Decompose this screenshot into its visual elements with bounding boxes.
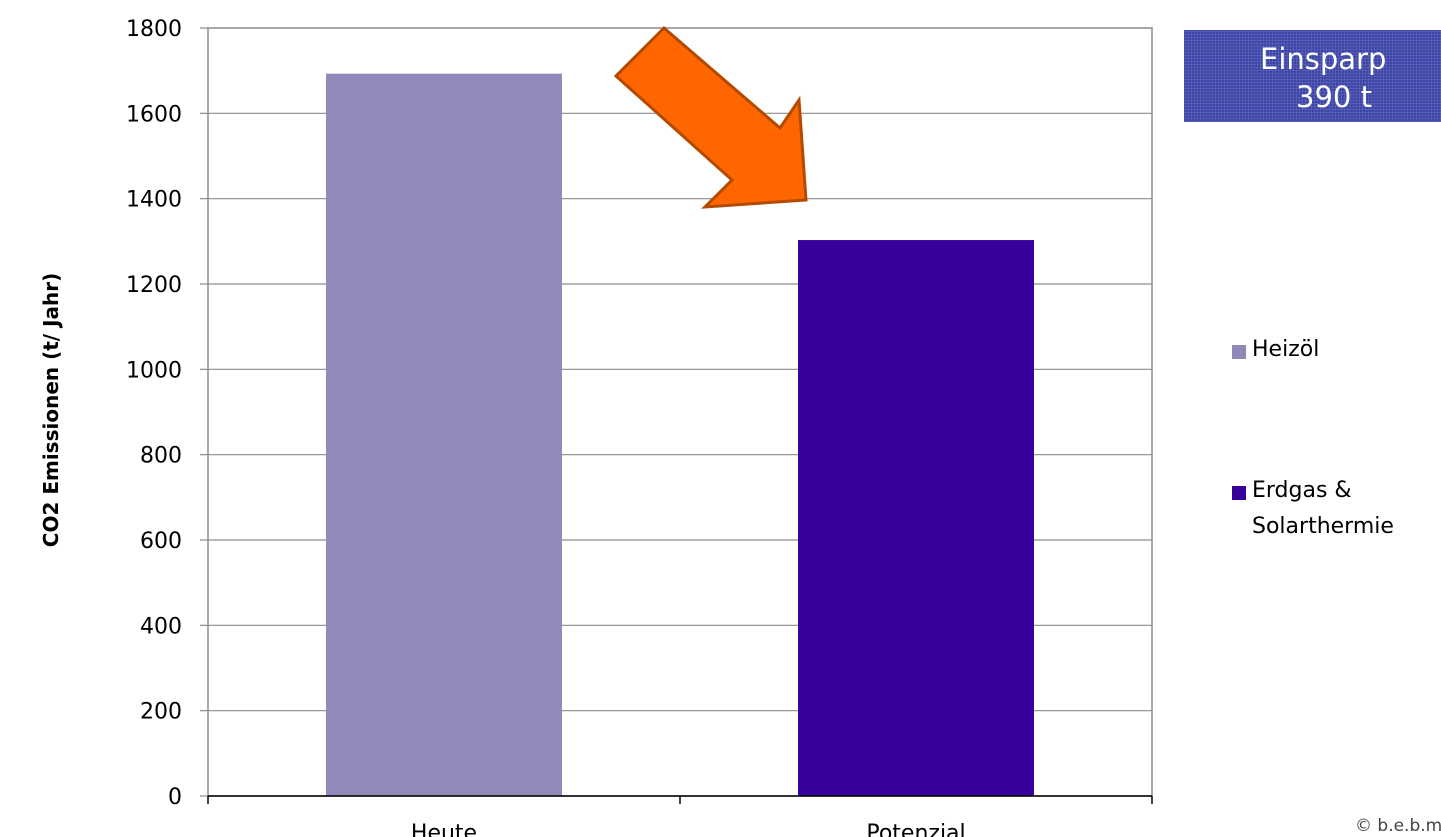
legend-swatch-erdgas — [1232, 486, 1246, 500]
legend-label-erdgas-line2: Solarthermie — [1252, 514, 1394, 539]
y-tick-label: 0 — [168, 785, 182, 810]
x-axis: Heute Potenzial — [207, 795, 1153, 837]
legend-label-heizoel: Heizöl — [1252, 337, 1320, 362]
y-axis: 0 200 400 600 800 1000 1200 1400 1600 1800 — [126, 17, 208, 810]
copyright-text: © b.e.b.m.u 201 — [1355, 816, 1441, 836]
y-tick-label: 1200 — [126, 273, 182, 298]
savings-callout: Einsparp 390 t — [1184, 30, 1441, 122]
y-axis-title: CO2 Emissionen (t/ Jahr) — [39, 273, 63, 547]
savings-callout-line1: Einsparp — [1260, 42, 1387, 76]
bars — [326, 73, 1034, 797]
x-tick-label: Heute — [411, 821, 477, 837]
y-tick-label: 200 — [140, 700, 182, 725]
savings-callout-line2: 390 t — [1296, 80, 1372, 114]
y-tick-label: 800 — [140, 444, 182, 469]
legend-swatch-heizoel — [1232, 345, 1246, 359]
y-tick-label: 600 — [140, 529, 182, 554]
x-tick-label: Potenzial — [866, 821, 965, 837]
bar-potenzial — [798, 240, 1034, 796]
y-tick-label: 400 — [140, 614, 182, 639]
y-tick-label: 1600 — [126, 102, 182, 127]
y-tick-label: 1800 — [126, 17, 182, 42]
legend-label-erdgas-line1: Erdgas & — [1252, 478, 1352, 503]
bar-heute — [326, 73, 562, 797]
y-tick-label: 1400 — [126, 188, 182, 213]
y-tick-label: 1000 — [126, 358, 182, 383]
down-right-arrow-icon — [613, 25, 808, 209]
